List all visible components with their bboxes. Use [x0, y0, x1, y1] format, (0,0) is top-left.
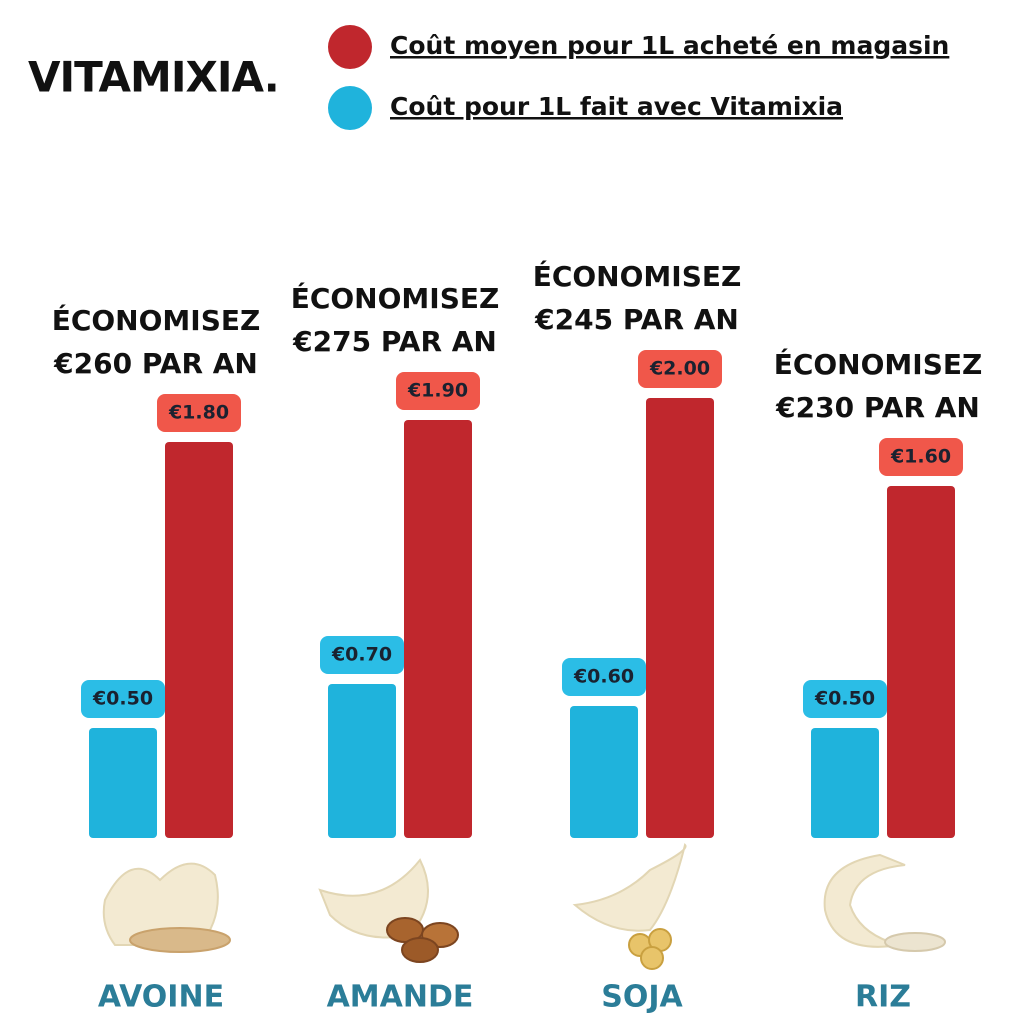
bar [570, 706, 638, 838]
value-label: €0.60 [573, 666, 634, 688]
value-label: €1.60 [890, 446, 951, 468]
category-label: AMANDE [327, 980, 474, 1015]
legend-label: Coût pour 1L fait avec Vitamixia [390, 92, 843, 121]
bar [404, 420, 472, 838]
brand: VITAMIXIA. [28, 53, 279, 102]
category-label: SOJA [601, 980, 683, 1015]
legend-label: Coût moyen pour 1L acheté en magasin [390, 31, 949, 60]
bar [165, 442, 233, 838]
category-label: RIZ [855, 980, 911, 1015]
savings-annotation: €230 PAR AN [775, 391, 980, 424]
value-label-pill [562, 658, 646, 696]
savings-annotation: ÉCONOMISEZ [291, 281, 500, 315]
value-label-pill [320, 636, 404, 674]
value-label-pill [81, 680, 165, 718]
legend-swatch [328, 86, 372, 130]
value-label-pill [396, 372, 480, 410]
savings-annotation: ÉCONOMISEZ [52, 303, 261, 337]
bar [328, 684, 396, 838]
bar [887, 486, 955, 838]
bar [646, 398, 714, 838]
value-label: €2.00 [649, 358, 710, 380]
savings-annotation: €245 PAR AN [534, 303, 739, 336]
savings-annotation: €275 PAR AN [292, 325, 497, 358]
savings-annotation: ÉCONOMISEZ [774, 347, 983, 381]
category-label: AVOINE [98, 980, 224, 1015]
value-label-pill [638, 350, 722, 388]
value-label: €0.50 [814, 688, 875, 710]
food-illustrations [102, 843, 946, 970]
bar [811, 728, 879, 838]
value-label: €0.70 [331, 644, 392, 666]
value-label: €1.90 [407, 380, 468, 402]
value-label-pill [157, 394, 241, 432]
bar [89, 728, 157, 838]
legend-swatch [328, 25, 372, 69]
value-label: €0.50 [92, 688, 153, 710]
value-label-pill [879, 438, 963, 476]
savings-annotation: ÉCONOMISEZ [533, 259, 742, 293]
value-label-pill [803, 680, 887, 718]
savings-annotation: €260 PAR AN [53, 347, 258, 380]
value-label: €1.80 [168, 402, 229, 424]
